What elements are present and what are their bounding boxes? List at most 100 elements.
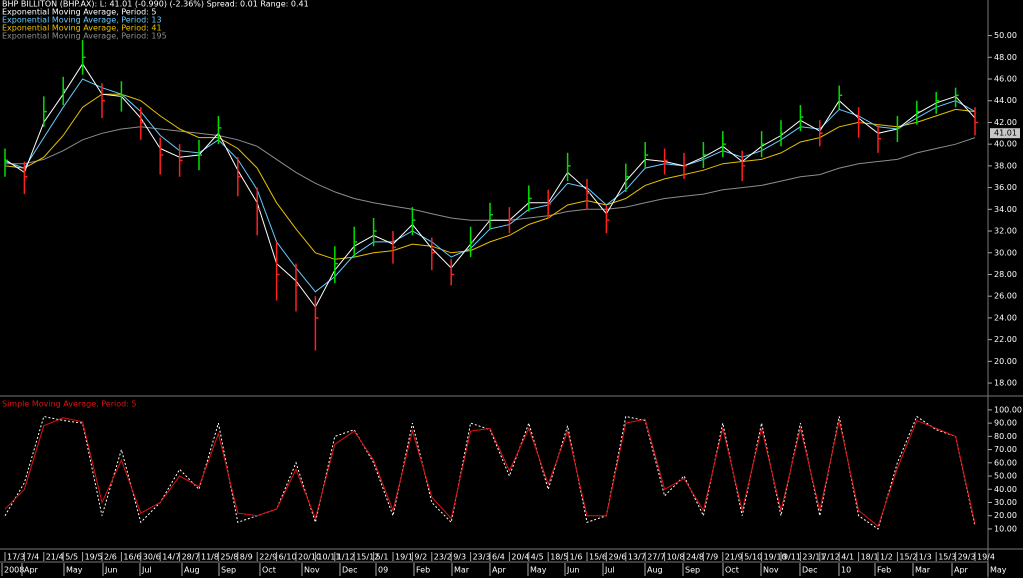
y-tick-label: 42.00 [994, 118, 1017, 127]
x-month-label: Aug [647, 566, 663, 575]
x-tick-label: 20/4 [511, 553, 529, 562]
x-tick-label: 5/5 [65, 553, 78, 562]
x-month-label: May [990, 566, 1007, 575]
x-tick-label: 7/9 [705, 553, 718, 562]
y-tick-label: 18.00 [994, 379, 1017, 388]
legend-entry: Exponential Moving Average, Period: 13 [2, 16, 162, 25]
x-tick-label: 10/11 [317, 553, 340, 562]
y-tick-label: 40.00 [994, 140, 1017, 149]
y-tick-label: 100.00 [994, 405, 1022, 414]
ema-line [4, 78, 976, 293]
legend-entry: Exponential Moving Average, Period: 41 [2, 24, 162, 33]
x-tick-label: 4/5 [531, 553, 544, 562]
y-tick-label: 50.00 [994, 31, 1017, 40]
x-month-label: Feb [416, 566, 430, 575]
x-month-label: Jun [566, 566, 580, 575]
x-tick-label: 9/3 [453, 553, 466, 562]
x-tick-label: 21/4 [46, 553, 64, 562]
x-tick-label: 10/8 [667, 553, 685, 562]
x-tick-label: 5/10 [744, 553, 762, 562]
x-tick-label: 1/2 [880, 553, 893, 562]
x-tick-label: 23/2 [434, 553, 452, 562]
x-month-label: Dec [802, 566, 817, 575]
x-tick-label: 15/6 [589, 553, 607, 562]
x-month-label: Apr [954, 566, 969, 575]
x-tick-label: 11/8 [201, 553, 219, 562]
x-month-label: Jun [104, 566, 118, 575]
y-tick-label: 70.00 [994, 445, 1017, 454]
x-tick-label: 18/1 [861, 553, 879, 562]
y-tick-label: 30.00 [994, 498, 1017, 507]
x-tick-label: 23/11 [802, 553, 825, 562]
y-tick-label: 90.00 [994, 419, 1017, 428]
y-tick-label: 36.00 [994, 183, 1017, 192]
x-tick-label: 24/8 [686, 553, 704, 562]
y-tick-label: 32.00 [994, 227, 1017, 236]
x-tick-label: 19/4 [977, 553, 995, 562]
y-tick-label: 26.00 [994, 292, 1017, 301]
x-tick-label: 5/1 [376, 553, 389, 562]
x-month-label: Oct [725, 566, 739, 575]
x-tick-label: 17/3 [7, 553, 25, 562]
x-tick-label: 19/5 [85, 553, 103, 562]
y-tick-label: 22.00 [994, 335, 1017, 344]
x-tick-label: 1/12 [337, 553, 355, 562]
x-tick-label: 9/11 [783, 553, 801, 562]
x-tick-label: 19/10 [764, 553, 787, 562]
x-month-label: Sep [685, 566, 700, 575]
legend-entry: Exponential Moving Average, Period: 195 [2, 32, 167, 41]
legend-entry: Simple Moving Average, Period: 5 [2, 400, 137, 409]
y-tick-label: 10.00 [994, 524, 1017, 533]
x-tick-label: 21/9 [725, 553, 743, 562]
x-tick-label: 13/7 [628, 553, 646, 562]
x-tick-label: 30/6 [143, 553, 161, 562]
sma-line [4, 417, 976, 528]
x-tick-label: 8/9 [240, 553, 253, 562]
x-month-label: Oct [262, 566, 276, 575]
y-tick-label: 28.00 [994, 270, 1017, 279]
x-month-label: May [530, 566, 547, 575]
stoch-line [4, 415, 976, 530]
y-tick-label: 40.00 [994, 485, 1017, 494]
x-tick-label: 22/9 [259, 553, 277, 562]
x-tick-label: 23/3 [473, 553, 491, 562]
y-tick-label: 44.00 [994, 96, 1017, 105]
x-tick-label: 7/12 [822, 553, 840, 562]
y-tick-label: 30.00 [994, 248, 1017, 257]
x-tick-label: 28/7 [182, 553, 200, 562]
x-tick-label: 9/2 [414, 553, 427, 562]
last-price-box [990, 128, 1020, 139]
y-tick-label: 50.00 [994, 472, 1017, 481]
x-month-label: Feb [877, 566, 891, 575]
x-month-label: Jul [604, 566, 615, 575]
y-tick-label: 48.00 [994, 53, 1017, 62]
y-tick-label: 60.00 [994, 458, 1017, 467]
x-tick-label: 20/10 [298, 553, 321, 562]
x-tick-label: 15/12 [356, 553, 379, 562]
x-month-label: Mar [915, 566, 931, 575]
ema-line [4, 93, 976, 260]
x-tick-label: 7/4 [26, 553, 39, 562]
x-tick-label: 6/4 [492, 553, 505, 562]
x-month-label: Dec [342, 566, 357, 575]
x-tick-label: 2/6 [104, 553, 117, 562]
x-tick-label: 29/6 [608, 553, 626, 562]
x-tick-label: 25/8 [220, 553, 238, 562]
y-tick-label: 34.00 [994, 205, 1017, 214]
legend-entry: Exponential Moving Average, Period: 5 [2, 8, 157, 17]
x-tick-label: 29/3 [958, 553, 976, 562]
x-tick-label: 19/1 [395, 553, 413, 562]
x-tick-label: 6/10 [279, 553, 297, 562]
y-tick-label: 20.00 [994, 511, 1017, 520]
chart-title: BHP BILLITON (BHP.AX): L: 41.01 (-0.990)… [2, 0, 309, 9]
x-month-label: Aug [184, 566, 200, 575]
x-tick-label: 27/7 [647, 553, 665, 562]
y-tick-label: 80.00 [994, 432, 1017, 441]
x-month-label: 2008 [4, 566, 24, 575]
x-month-label: Jul [141, 566, 152, 575]
x-month-label: Apr [24, 566, 39, 575]
x-tick-label: 4/1 [841, 553, 854, 562]
x-month-label: Sep [221, 566, 236, 575]
